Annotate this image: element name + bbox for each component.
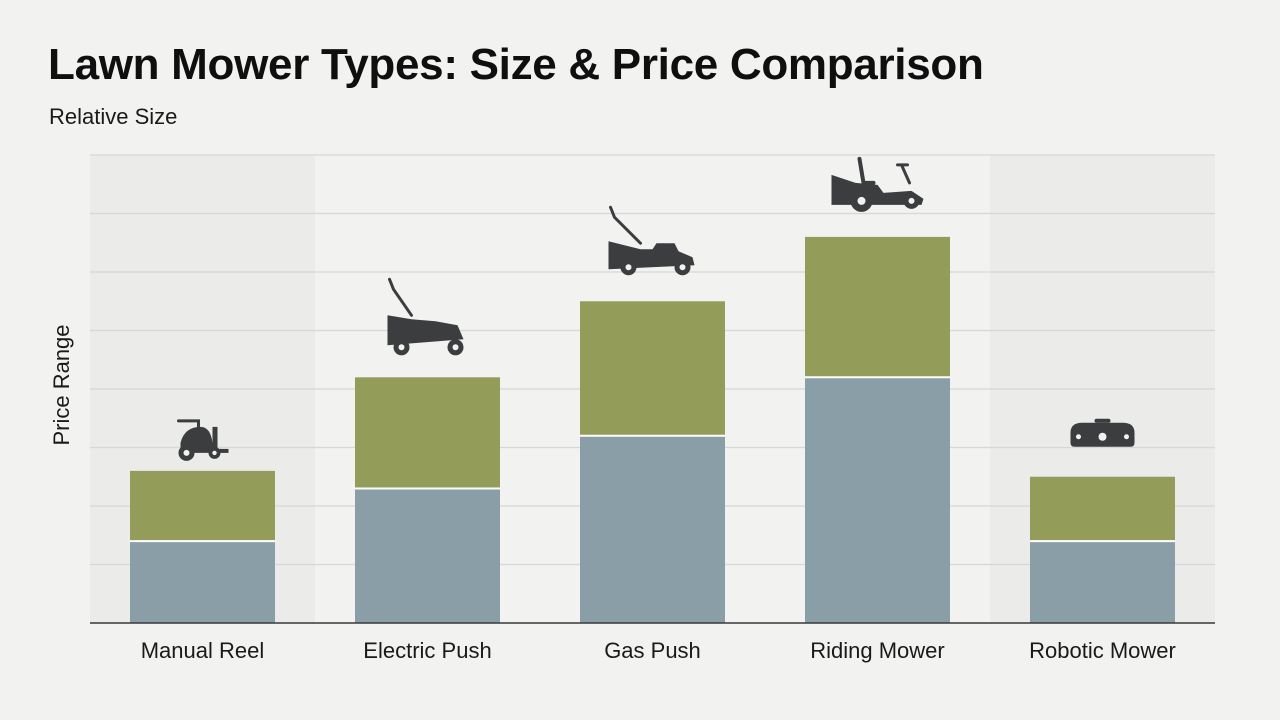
chart-title: Lawn Mower Types: Size & Price Compariso… bbox=[48, 40, 984, 89]
x-tick-label: Electric Push bbox=[363, 638, 491, 663]
x-axis-tick-labels: Manual Reel Electric Push Gas Push Riding M… bbox=[141, 638, 1176, 663]
bar-segment-lower bbox=[580, 435, 725, 623]
bar-segment-upper bbox=[805, 236, 950, 378]
chart-subtitle: Relative Size bbox=[49, 104, 178, 129]
bar-segment-lower bbox=[355, 488, 500, 623]
bar-segment-lower bbox=[805, 377, 950, 623]
x-tick-label: Riding Mower bbox=[810, 638, 945, 663]
bar-segment-upper bbox=[580, 301, 725, 436]
bar-segment-lower bbox=[130, 541, 275, 623]
x-tick-label: Manual Reel bbox=[141, 638, 265, 663]
electric-push-mower-icon bbox=[387, 277, 464, 356]
gas-push-mower-icon bbox=[608, 205, 695, 276]
mower-icons bbox=[177, 156, 1135, 461]
bars bbox=[130, 236, 1175, 623]
reel-mower-icon bbox=[177, 419, 229, 461]
riding-mower-icon bbox=[831, 156, 924, 212]
robotic-mower-icon bbox=[1070, 418, 1135, 447]
x-tick-label: Robotic Mower bbox=[1029, 638, 1176, 663]
bar-segment-upper bbox=[1030, 476, 1175, 542]
bar-segment-lower bbox=[1030, 541, 1175, 623]
bar-segment-upper bbox=[130, 470, 275, 542]
x-tick-label: Gas Push bbox=[604, 638, 701, 663]
bar-segment-upper bbox=[355, 377, 500, 489]
